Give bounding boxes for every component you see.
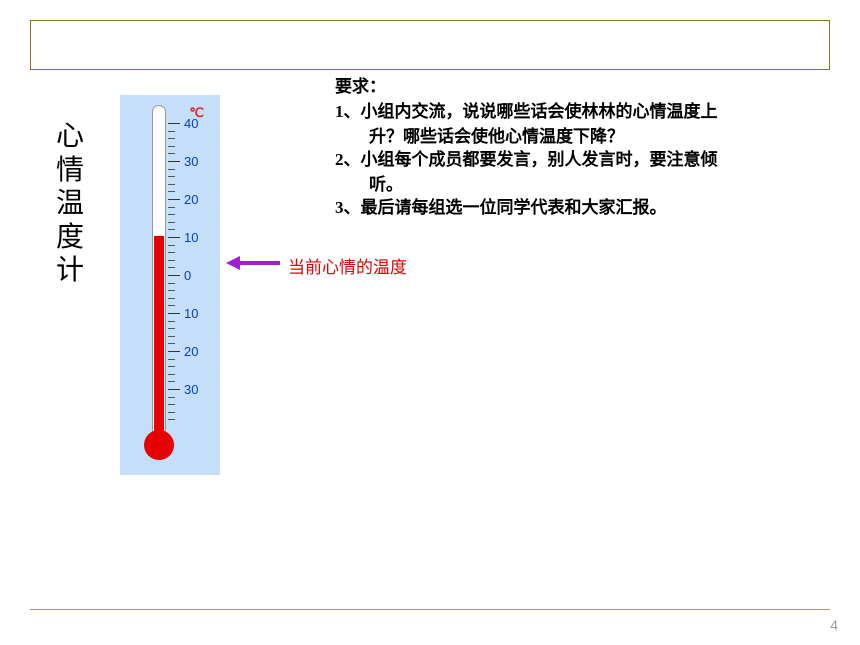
tick-minor bbox=[168, 245, 175, 246]
tick-minor bbox=[168, 321, 175, 322]
indicator-arrow bbox=[226, 256, 280, 270]
title-char: 度 bbox=[55, 221, 85, 255]
tick-minor bbox=[168, 184, 175, 185]
tick-minor bbox=[168, 153, 175, 154]
tick-label: 0 bbox=[184, 268, 191, 283]
footer-divider bbox=[30, 609, 830, 610]
tick-minor bbox=[168, 169, 175, 170]
tick-major bbox=[168, 313, 180, 314]
tick-minor bbox=[168, 252, 175, 253]
tick-minor bbox=[168, 404, 175, 405]
tick-scale: 403020100102030 bbox=[168, 123, 208, 427]
tick-minor bbox=[168, 419, 175, 420]
title-char: 情 bbox=[55, 154, 85, 188]
tick-minor bbox=[168, 298, 175, 299]
tick-minor bbox=[168, 191, 175, 192]
tick-minor bbox=[168, 260, 175, 261]
tick-minor bbox=[168, 328, 175, 329]
tick-minor bbox=[168, 336, 175, 337]
tick-minor bbox=[168, 146, 175, 147]
tick-minor bbox=[168, 374, 175, 375]
tick-minor bbox=[168, 222, 175, 223]
tick-label: 10 bbox=[184, 230, 198, 245]
vertical-title: 心 情 温 度 计 bbox=[55, 120, 85, 288]
tick-minor bbox=[168, 207, 175, 208]
tick-major bbox=[168, 351, 180, 352]
requirements-header: 要求： bbox=[335, 76, 805, 99]
tick-minor bbox=[168, 412, 175, 413]
tick-minor bbox=[168, 366, 175, 367]
tick-row: 30 bbox=[168, 389, 208, 427]
thermometer-bulb bbox=[144, 430, 174, 460]
tick-major bbox=[168, 199, 180, 200]
title-char: 心 bbox=[55, 120, 85, 154]
tick-minor bbox=[168, 131, 175, 132]
page-number: 4 bbox=[830, 617, 838, 633]
tick-label: 10 bbox=[184, 306, 198, 321]
requirements-block: 要求： 1、小组内交流，说说哪些话会使林林的心情温度上升？哪些话会使他心情温度下… bbox=[335, 76, 805, 222]
tick-minor bbox=[168, 176, 175, 177]
tick-minor bbox=[168, 381, 175, 382]
tick-minor bbox=[168, 359, 175, 360]
requirement-line: 1、小组内交流，说说哪些话会使林林的心情温度上 bbox=[335, 101, 805, 124]
title-box bbox=[30, 20, 830, 70]
tick-label: 40 bbox=[184, 116, 198, 131]
tick-major bbox=[168, 275, 180, 276]
requirement-line: 3、最后请每组选一位同学代表和大家汇报。 bbox=[335, 197, 805, 220]
arrow-line bbox=[240, 261, 280, 265]
tick-major bbox=[168, 123, 180, 124]
thermometer-tube bbox=[152, 105, 166, 435]
tick-label: 30 bbox=[184, 154, 198, 169]
title-char: 计 bbox=[55, 254, 85, 288]
tick-major bbox=[168, 161, 180, 162]
tick-major bbox=[168, 237, 180, 238]
requirement-line: 听。 bbox=[335, 174, 805, 197]
tick-label: 30 bbox=[184, 382, 198, 397]
tick-minor bbox=[168, 267, 175, 268]
tick-label: 20 bbox=[184, 344, 198, 359]
tick-minor bbox=[168, 290, 175, 291]
requirement-line: 2、小组每个成员都要发言，别人发言时，要注意倾 bbox=[335, 149, 805, 172]
tick-label: 20 bbox=[184, 192, 198, 207]
arrow-label: 当前心情的温度 bbox=[288, 253, 407, 278]
tick-minor bbox=[168, 229, 175, 230]
thermometer: ℃ 403020100102030 bbox=[120, 95, 220, 475]
tick-minor bbox=[168, 397, 175, 398]
title-char: 温 bbox=[55, 187, 85, 221]
arrow-head-icon bbox=[226, 256, 240, 270]
requirement-line: 升？哪些话会使他心情温度下降？ bbox=[335, 126, 805, 149]
tick-minor bbox=[168, 305, 175, 306]
tick-minor bbox=[168, 343, 175, 344]
mercury-column bbox=[154, 236, 164, 434]
tick-minor bbox=[168, 138, 175, 139]
tick-minor bbox=[168, 214, 175, 215]
tick-major bbox=[168, 389, 180, 390]
tick-minor bbox=[168, 283, 175, 284]
